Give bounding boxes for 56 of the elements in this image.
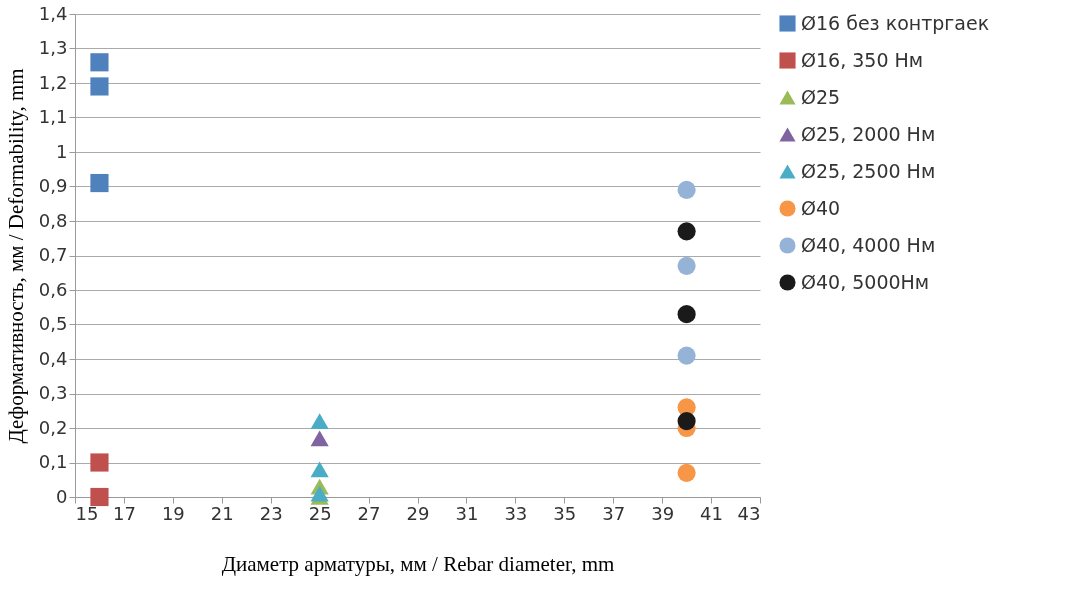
x-tick-label: 31 (455, 502, 479, 524)
y-tick-label: 0,7 (38, 244, 68, 265)
x-tick-label: 25 (308, 502, 332, 524)
point (677, 463, 696, 482)
legend-label: Ø25, 2500 Нм (801, 159, 936, 182)
point (310, 430, 329, 447)
x-tick-label: 15 (75, 502, 99, 524)
y-tick-label: 1,1 (38, 106, 68, 127)
y-tick-label: 1,2 (38, 71, 68, 93)
point (677, 412, 696, 431)
y-tick-label: 0,8 (38, 209, 68, 231)
y-tick-label: 0,3 (38, 382, 68, 403)
x-tick-label: 43 (737, 502, 761, 524)
x-tick-label: 33 (504, 502, 528, 524)
point (677, 305, 696, 324)
point (90, 487, 109, 507)
point (310, 413, 329, 429)
x-tick-label: 39 (651, 502, 675, 524)
x-tick-label: 41 (700, 502, 724, 524)
y-tick-label: 1,4 (38, 2, 68, 24)
point (677, 180, 696, 200)
x-tick-label: 17 (112, 502, 136, 524)
x-tick-label: 23 (259, 502, 283, 524)
point (310, 485, 329, 502)
point (677, 346, 696, 365)
point (90, 53, 109, 72)
y-tick-label: 0,5 (38, 313, 68, 334)
point (90, 77, 109, 96)
x-tick-label: 27 (357, 502, 381, 524)
x-tick-label: 21 (210, 502, 234, 524)
point (90, 453, 109, 472)
y-tick-label: 1 (56, 140, 68, 162)
y-tick-label: 0,2 (38, 416, 68, 438)
legend-label: Ø25 (801, 85, 841, 108)
point (677, 256, 696, 275)
point (310, 461, 329, 478)
y-tick-label: 1,3 (38, 37, 68, 58)
legend-label: Ø40, 4000 Нм (801, 233, 936, 256)
x-tick-label: 19 (161, 502, 185, 524)
legend-label: Ø16 без контргаек (801, 11, 990, 34)
x-tick-label: 37 (602, 502, 626, 524)
y-tick-label: 0,9 (38, 175, 68, 196)
point (90, 173, 109, 193)
y-tick-label: 0,6 (38, 278, 68, 300)
legend-label: Ø16, 350 Нм (801, 48, 924, 71)
y-axis-title: Деформативность, мм / Deformability, mm (3, 68, 28, 444)
point (677, 222, 696, 241)
legend-label: Ø40, 5000Нм (801, 270, 930, 293)
y-tick-label: 0,1 (38, 451, 68, 472)
y-tick-label: 0 (56, 485, 68, 507)
legend-label: Ø40 (801, 196, 841, 219)
x-tick-label: 35 (553, 502, 577, 524)
legend-label: Ø25, 2000 Нм (801, 122, 936, 145)
x-axis-title: Диаметр арматуры, мм / Rebar diameter, mm (221, 551, 615, 576)
y-tick-label: 0,4 (38, 347, 68, 369)
x-tick-label: 29 (406, 502, 430, 524)
